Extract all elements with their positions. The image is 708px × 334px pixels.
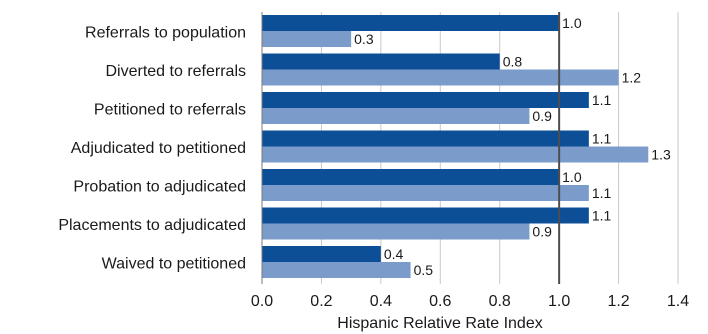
data-label: 1.0: [562, 169, 582, 185]
data-label: 1.1: [592, 131, 612, 147]
data-label: 1.2: [622, 70, 642, 86]
category-label: Referrals to population: [85, 24, 246, 41]
category-label: Placements to adjudicated: [58, 217, 246, 234]
bar-series-2: [262, 223, 530, 240]
x-tick-label: 0.6: [429, 293, 451, 310]
category-label: Petitioned to referrals: [94, 101, 246, 118]
bar-series-1: [262, 130, 589, 147]
bar-series-1: [262, 207, 589, 224]
x-tick-label: 1.4: [667, 293, 689, 310]
bar-series-2: [262, 69, 619, 86]
bar-series-2: [262, 185, 589, 201]
data-label: 0.9: [532, 108, 552, 124]
data-label: 0.8: [503, 54, 523, 70]
bar-series-2: [262, 108, 530, 124]
x-tick-label: 1.0: [548, 293, 570, 310]
x-tick-label: 0.0: [251, 293, 273, 310]
data-label: 0.5: [414, 262, 434, 278]
data-label: 1.1: [592, 185, 612, 201]
bar-series-1: [262, 53, 500, 70]
category-label: Adjudicated to petitioned: [71, 140, 246, 157]
data-label: 0.9: [532, 224, 552, 240]
bar-series-1: [262, 92, 589, 108]
x-axis-title: Hispanic Relative Rate Index: [337, 315, 542, 332]
bar-series-2: [262, 146, 649, 163]
data-label: 0.3: [354, 31, 374, 47]
x-tick-label: 0.4: [370, 293, 392, 310]
data-label: 1.0: [562, 15, 582, 31]
data-label: 1.3: [651, 147, 671, 163]
x-tick-label: 1.2: [607, 293, 629, 310]
bar-series-2: [262, 262, 411, 278]
data-label: 0.4: [384, 246, 404, 262]
data-labels: 1.0 0.3 0.8 1.2 1.1 0.9 1.1 1.3 1.0 1.1 1.1 0.9 0.4 0…: [354, 15, 671, 278]
data-label: 1.1: [592, 208, 612, 224]
x-tick-labels: 0.0 0.2 0.4 0.6 0.8 1.0 1.2 1.4: [251, 293, 689, 310]
bar-series-1: [262, 169, 560, 185]
x-tick-label: 0.8: [489, 293, 511, 310]
bar-series-1: [262, 246, 381, 262]
category-label: Waived to petitioned: [102, 255, 246, 272]
category-label: Probation to adjudicated: [73, 178, 246, 195]
bar-series-1: [262, 15, 560, 31]
bar-series-2: [262, 31, 352, 47]
category-labels: Referrals to population Diverted to refer…: [58, 24, 246, 272]
bars: [262, 15, 649, 278]
category-label: Diverted to referrals: [106, 63, 247, 80]
x-tick-label: 0.2: [310, 293, 332, 310]
data-label: 1.1: [592, 92, 612, 108]
